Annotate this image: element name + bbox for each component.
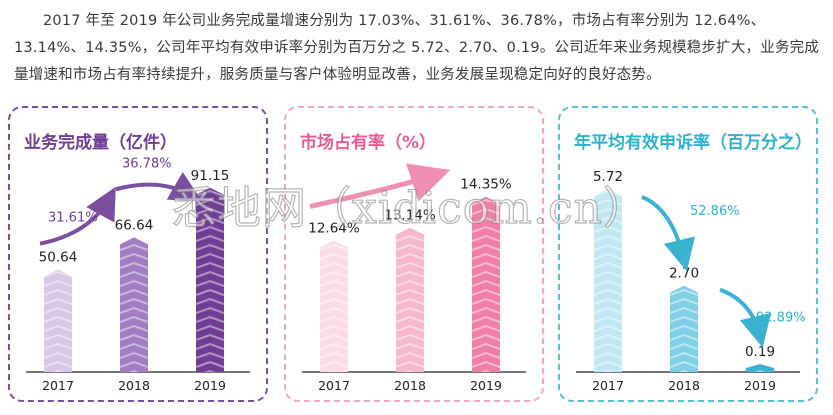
tick-label: 2019 [470, 378, 502, 393]
trend-arrow [719, 287, 772, 348]
intro-paragraph: 2017 年至 2019 年公司业务完成量增速分别为 17.03%、31.61%… [14, 13, 820, 83]
data-label: 66.64 [115, 217, 154, 233]
bar-2019 [746, 364, 774, 372]
trend-arrow [309, 163, 451, 209]
tick-label: 2019 [194, 378, 226, 393]
bar-2018 [396, 227, 424, 372]
data-label: 13.14% [384, 208, 436, 224]
data-label: 50.64 [39, 250, 78, 266]
chart-title: 业务完成量（亿件） [24, 133, 177, 153]
bar-2018 [120, 237, 148, 372]
tick-label: 2017 [592, 378, 624, 393]
chart-title: 年平均有效申诉率（百万分之） [574, 133, 812, 153]
data-label: 2.70 [669, 266, 699, 282]
trend-arrow [39, 186, 116, 246]
chart-title: 市场占有率（%） [300, 133, 437, 153]
panel-business-volume: 业务完成量（亿件） 50.64 2017 66.64 2018 91.15 2019 31.… [8, 106, 268, 402]
bar-2018 [670, 285, 698, 372]
panel-market-share: 市场占有率（%） 12.64% 2017 13.14% 2018 14.35% 2019 [284, 106, 544, 402]
trend-arrow [641, 195, 695, 272]
bar-chart-complaint-rate: 5.72 2017 2.70 2018 0.19 2019 52.86% 92.89% [576, 169, 806, 393]
tick-label: 2017 [42, 378, 74, 393]
bar-2017 [320, 240, 348, 372]
bar-chart-market-share: 12.64% 2017 13.14% 2018 14.35% 2019 [302, 163, 526, 393]
bar-2017 [44, 269, 72, 372]
bar-2019 [472, 196, 500, 372]
tick-label: 2018 [118, 378, 150, 393]
growth-annotation: 31.61% [48, 211, 98, 226]
trend-arrow [115, 171, 203, 202]
data-label: 0.19 [745, 344, 775, 360]
data-label: 5.72 [593, 169, 623, 185]
tick-label: 2017 [318, 378, 350, 393]
data-label: 14.35% [460, 177, 512, 193]
panel-complaint-rate: 年平均有效申诉率（百万分之） 5.72 2017 2.70 2018 0.19 2019 5… [558, 106, 818, 402]
growth-annotation: 36.78% [122, 156, 172, 171]
data-label: 12.64% [308, 220, 360, 236]
tick-label: 2018 [394, 378, 426, 393]
bar-2017 [594, 188, 622, 372]
tick-label: 2019 [744, 378, 776, 393]
tick-label: 2018 [668, 378, 700, 393]
bar-2019 [196, 187, 224, 372]
decline-annotation: 92.89% [756, 311, 806, 326]
decline-annotation: 52.86% [690, 204, 740, 219]
watermark: 悉地网（xidicom.cn） [171, 182, 648, 234]
